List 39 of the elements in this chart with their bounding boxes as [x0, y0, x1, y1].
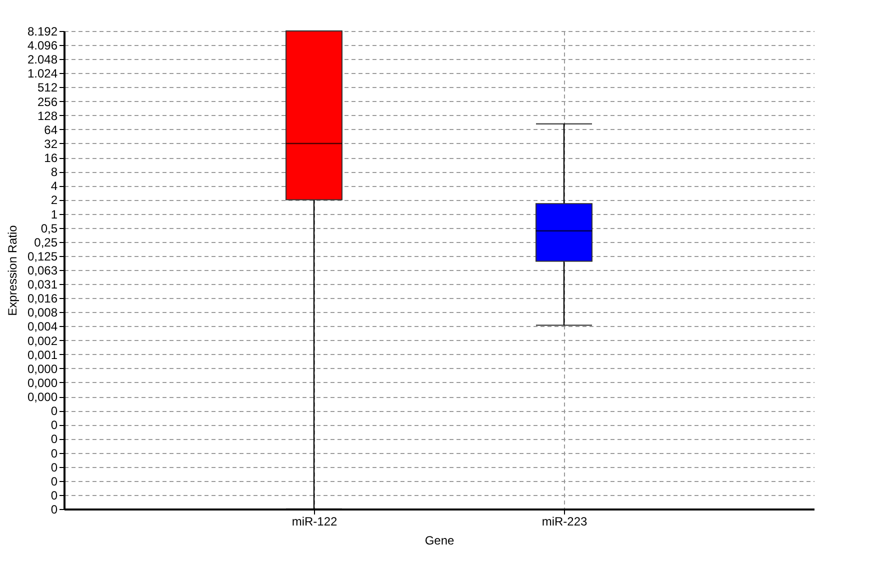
y-tick-label: 0,002: [27, 334, 58, 348]
y-tick-label: 128: [37, 108, 58, 123]
y-tick-label: 0,004: [27, 320, 58, 334]
y-tick-label: 2: [50, 193, 58, 208]
y-tick-label: 0: [50, 404, 58, 418]
y-tick-label: 0,25: [34, 235, 58, 250]
y-tick-label: 4.096: [27, 38, 58, 53]
y-tick-label: 16: [44, 151, 58, 166]
y-tick-label: 0,000: [27, 390, 58, 404]
y-tick-label: 0,5: [40, 221, 58, 236]
y-tick-label: 0: [50, 432, 58, 446]
y-tick-label: 0: [50, 502, 58, 516]
y-tick-label: 1: [50, 207, 58, 222]
y-tick-label: 0: [50, 446, 58, 460]
y-tick-label: 0: [50, 474, 58, 488]
y-tick-label: 256: [37, 94, 58, 109]
y-tick-label: 0,000: [27, 376, 58, 390]
y-tick-label: 512: [37, 80, 58, 95]
y-tick-label: 8: [50, 165, 58, 180]
y-tick-label: 0,000: [27, 362, 58, 376]
x-tick-label: miR-122: [292, 514, 338, 528]
y-axis-title: Expression Ratio: [5, 224, 20, 316]
y-tick-label: 0: [50, 418, 58, 432]
y-tick-label: 0,063: [27, 264, 58, 278]
y-tick-label: 0,016: [27, 292, 58, 306]
y-tick-label: 2.048: [27, 52, 58, 67]
x-axis-title: Gene: [424, 534, 454, 548]
y-tick-label: 0,031: [27, 278, 58, 292]
y-tick-label: 0,125: [27, 249, 58, 264]
y-tick-label: 4: [50, 179, 58, 194]
y-tick-label: 32: [44, 136, 58, 151]
x-tick-label: miR-223: [542, 514, 588, 528]
y-tick-label: 1.024: [27, 66, 58, 81]
y-tick-label: 64: [44, 122, 58, 137]
y-tick-label: 0: [50, 460, 58, 474]
y-tick-label: 8.192: [27, 24, 58, 38]
y-tick-label: 0,001: [27, 348, 58, 362]
y-tick-label: 0: [50, 488, 58, 502]
y-tick-label: 0,008: [27, 306, 58, 320]
